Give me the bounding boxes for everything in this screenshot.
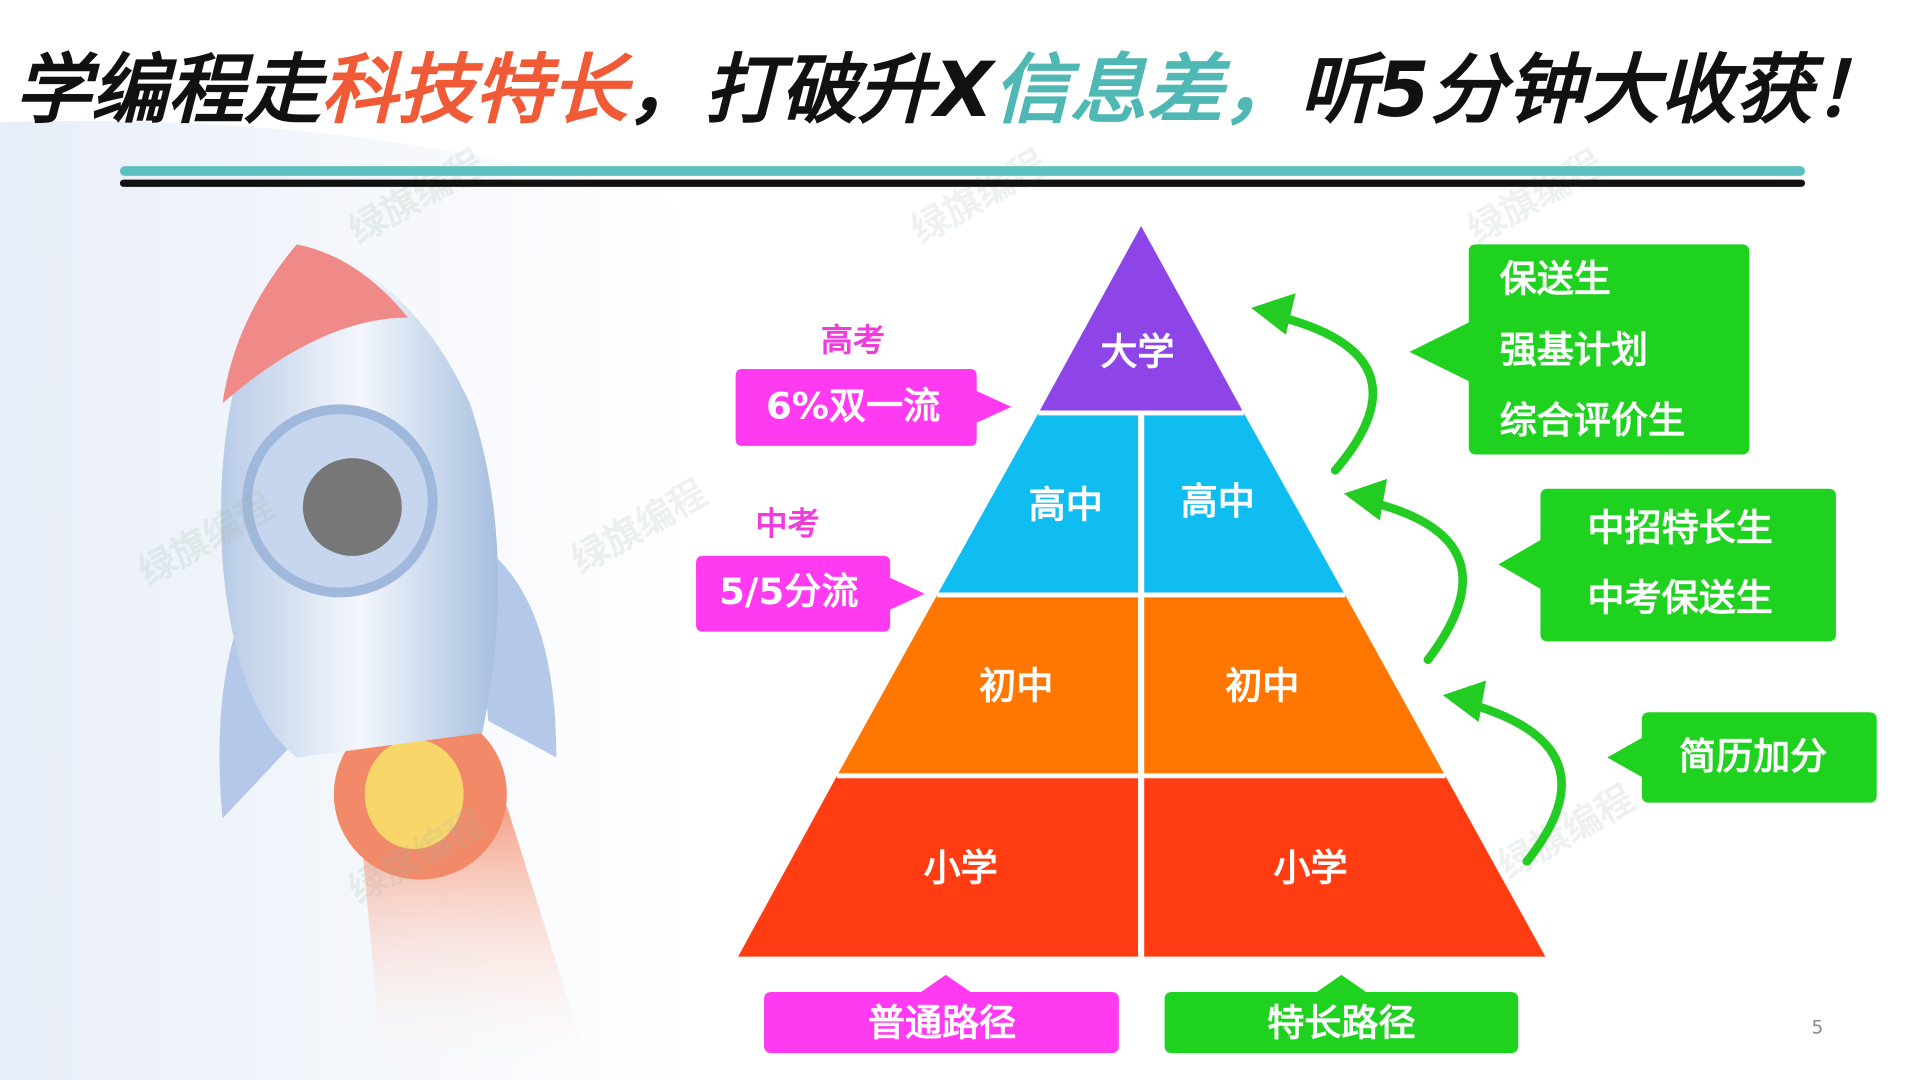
left-callouts: 高考 6%双一流 中考 5/5分流 xyxy=(696,321,1012,632)
title-part: 科技特长 xyxy=(321,46,633,134)
level-label: 高中 xyxy=(1029,484,1103,527)
title-underline xyxy=(119,179,1806,187)
callout-box xyxy=(735,368,1012,446)
callout-text: 6%双一流 xyxy=(766,385,940,428)
level-label: 小学 xyxy=(924,847,998,890)
callout-line: 强基计划 xyxy=(1500,328,1648,371)
title-part: ，打破升X xyxy=(628,46,997,134)
watermark: 绿旗编程 xyxy=(1491,777,1641,887)
callout-heading: 高考 xyxy=(821,321,885,359)
title-part: 听5分钟大收获！ xyxy=(1300,46,1890,134)
pyramid: 大学 高中 高中 初中 初中 小学 小学 xyxy=(738,226,1546,957)
path-box xyxy=(764,974,1119,1054)
page-number: 5 xyxy=(1811,1018,1823,1039)
rocket-illustration xyxy=(219,244,594,1080)
watermark: 绿旗编程 xyxy=(1460,142,1610,252)
callout-box xyxy=(1607,712,1877,803)
pyramid-level xyxy=(1038,226,1244,413)
title-part: 信息差， xyxy=(993,46,1300,134)
callout-line: 简历加分 xyxy=(1679,735,1827,778)
path-box xyxy=(1164,974,1519,1054)
right-callouts: 保送生 强基计划 综合评价生 中招特长生 中考保送生 简历加分 xyxy=(1409,244,1877,803)
title-part: 学编程走 xyxy=(14,46,327,134)
level-label: 大学 xyxy=(1100,331,1174,374)
title: 学编程走科技特长，打破升X信息差，听5分钟大收获！ xyxy=(14,46,1889,134)
callout-box xyxy=(1498,488,1836,642)
path-labels: 普通路径 特长路径 xyxy=(764,974,1519,1054)
title-underline xyxy=(119,166,1806,176)
callout-line: 中招特长生 xyxy=(1587,507,1772,550)
callout-heading: 中考 xyxy=(755,504,819,542)
callout-box xyxy=(696,555,925,632)
path-label: 特长路径 xyxy=(1267,1002,1415,1045)
arrows xyxy=(1269,310,1566,866)
callout-line: 中考保送生 xyxy=(1587,577,1772,620)
path-label: 普通路径 xyxy=(868,1002,1016,1045)
callout-line: 综合评价生 xyxy=(1500,399,1685,442)
callout-text: 5/5分流 xyxy=(719,570,858,613)
level-label: 小学 xyxy=(1273,847,1347,890)
level-label: 初中 xyxy=(1225,664,1299,707)
arrowheads xyxy=(1251,293,1487,723)
callout-line: 保送生 xyxy=(1500,258,1611,301)
callout-box xyxy=(1409,244,1750,455)
watermark: 绿旗编程 xyxy=(904,142,1054,252)
level-label: 初中 xyxy=(979,664,1053,707)
level-label: 高中 xyxy=(1181,480,1255,523)
